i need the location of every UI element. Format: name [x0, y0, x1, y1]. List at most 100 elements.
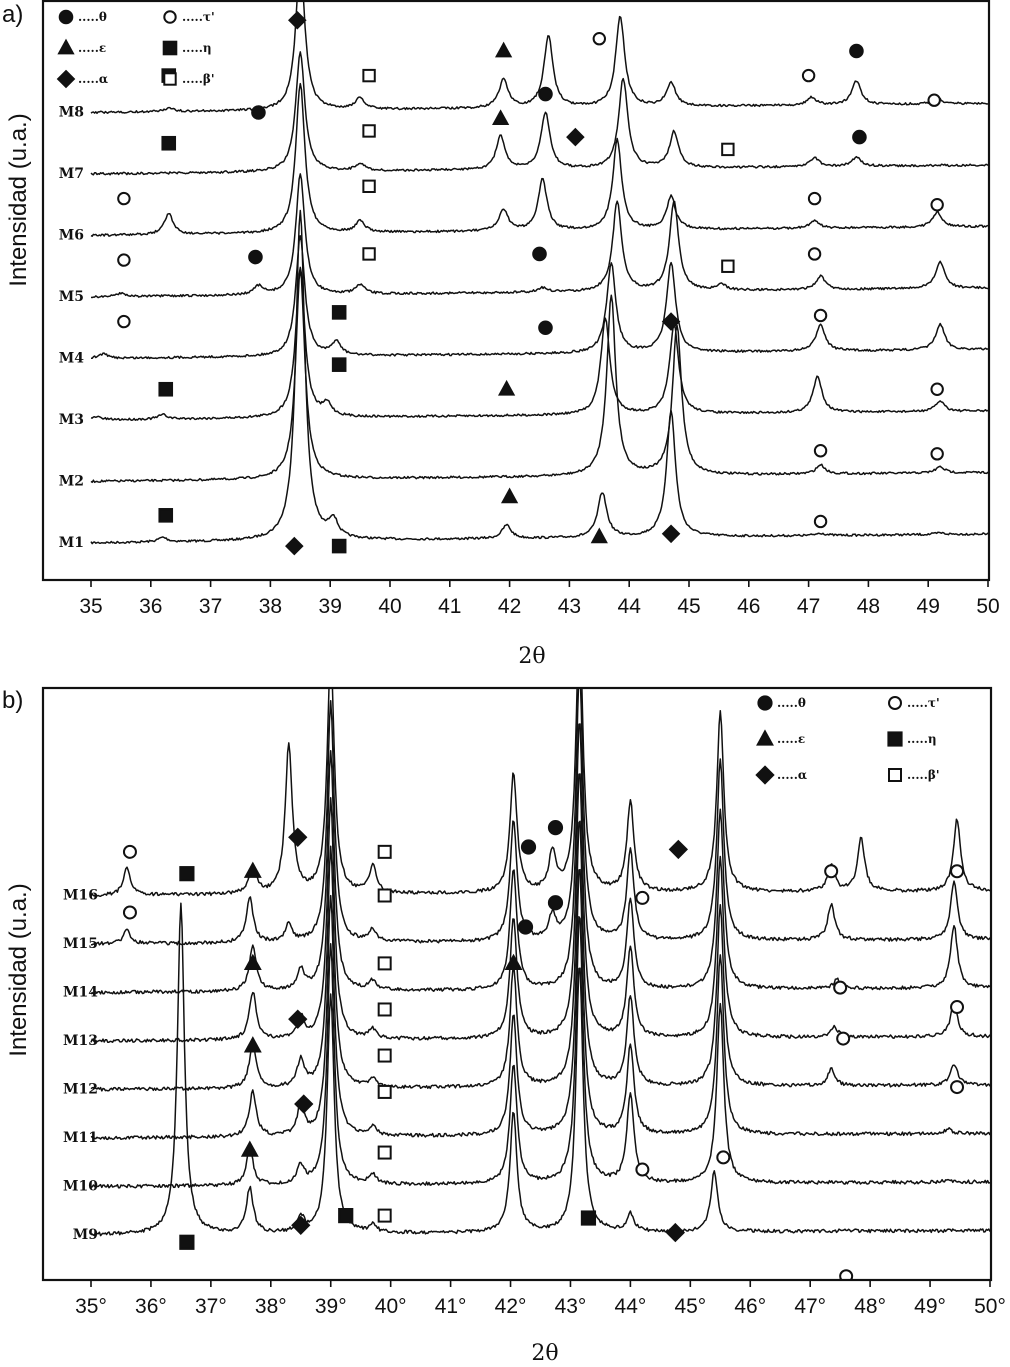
sample-label-m8: M8 [59, 105, 84, 121]
x-tick-label: 45° [674, 1295, 706, 1318]
open-circle-marker [927, 93, 941, 107]
trace-m3 [90, 266, 989, 422]
panel-a-traces [90, 0, 989, 545]
open-square-marker [721, 142, 735, 157]
x-tick-label: 49° [914, 1295, 946, 1318]
x-tick-label: 48° [854, 1295, 886, 1318]
filled-triangle-marker [492, 109, 510, 126]
open-circle-marker [930, 198, 944, 212]
sample-label-m5: M5 [59, 289, 84, 305]
filled-triangle-marker [590, 527, 608, 544]
open-circle-marker [807, 191, 822, 206]
x-tick-label: 36 [139, 595, 162, 618]
x-tick-label: 37° [195, 1295, 227, 1318]
trace-m8 [90, 0, 989, 115]
x-tick-label: 47 [797, 595, 820, 618]
x-tick-label: 41° [435, 1295, 467, 1318]
legend-filled-circle-icon [58, 9, 74, 25]
open-circle-marker [950, 1080, 965, 1095]
legend-filled-triangle-icon [57, 38, 75, 55]
legend-label: .....θ [78, 10, 107, 24]
sample-label-m13: M13 [63, 1033, 98, 1049]
filled-diamond-marker [288, 827, 308, 847]
filled-triangle-marker [240, 1140, 259, 1157]
open-circle-marker [122, 905, 137, 920]
filled-square-marker [161, 135, 177, 151]
open-square-marker [362, 179, 376, 194]
filled-square-marker [331, 305, 347, 320]
filled-diamond-marker [661, 312, 681, 331]
open-circle-marker [635, 890, 650, 905]
filled-square-marker [331, 538, 347, 554]
open-circle-marker [824, 864, 839, 879]
trace-m1 [90, 209, 989, 545]
trace-m9 [90, 902, 991, 1237]
filled-triangle-marker [243, 1036, 262, 1053]
x-tick-label: 38 [259, 595, 282, 618]
x-tick-label: 45 [677, 595, 700, 618]
panel-b-traces [90, 688, 991, 1237]
legend-label: .....β' [182, 72, 215, 86]
trace-m12 [90, 820, 991, 1092]
x-tick-label: 41 [438, 595, 461, 618]
filled-diamond-marker [665, 1222, 686, 1243]
panel-a: a) M1 M2 M3 M4 M5 M6 M7 M8 .....θ .....τ' .....ε.… [2, 0, 1000, 669]
x-tick-label: 50° [974, 1295, 1006, 1318]
open-square-marker [362, 247, 376, 261]
open-circle-marker [813, 514, 828, 529]
x-tick-label: 42° [495, 1295, 527, 1318]
x-tick-label: 42 [498, 595, 521, 618]
legend-label: .....ε [777, 732, 805, 746]
open-circle-marker [592, 32, 606, 46]
x-tick-label: 43° [555, 1295, 587, 1318]
legend-label: .....θ [777, 696, 806, 710]
filled-square-marker [158, 508, 174, 523]
legend-label: .....α [78, 72, 108, 86]
open-circle-marker [813, 444, 828, 458]
open-circle-marker [930, 382, 944, 396]
open-square-marker [721, 259, 735, 273]
sample-label-m7: M7 [59, 166, 84, 182]
filled-diamond-marker [285, 536, 304, 556]
x-tick-label: 50 [976, 595, 999, 618]
filled-circle-marker [251, 105, 266, 120]
sample-label-m4: M4 [59, 351, 84, 367]
open-square-marker [362, 68, 376, 83]
panel-b-letter: b) [2, 687, 23, 714]
legend-label: .....τ' [907, 696, 940, 710]
filled-diamond-marker [288, 10, 307, 30]
trace-m14 [90, 723, 991, 995]
panel-b-sample-labels: M9 M10 M11 M12 M13 M14 M15 M16 [63, 888, 98, 1244]
trace-m6 [90, 82, 989, 237]
sample-label-m12: M12 [63, 1082, 98, 1098]
legend-label: .....α [777, 768, 807, 782]
x-tick-label: 47° [794, 1295, 826, 1318]
panel-b-legend: .....θ .....τ' .....ε .....η .....α .....β' [755, 695, 940, 785]
filled-diamond-marker [668, 839, 689, 860]
open-square-marker [377, 844, 392, 859]
open-square-marker [362, 124, 376, 138]
legend-filled-diamond-icon [56, 69, 76, 89]
filled-circle-marker [849, 43, 864, 59]
legend-filled-diamond-icon [755, 765, 775, 785]
sample-label-m11: M11 [63, 1130, 98, 1146]
x-tick-label: 46 [737, 595, 760, 618]
open-square-marker [377, 1145, 392, 1160]
x-tick-label: 37 [199, 595, 222, 618]
sample-label-m1: M1 [59, 535, 84, 551]
x-tick-label: 44 [618, 595, 642, 618]
panel-b-frame [41, 686, 993, 1282]
sample-label-m9: M9 [73, 1227, 98, 1243]
filled-square-marker [179, 866, 195, 882]
sample-label-m3: M3 [59, 412, 84, 428]
filled-circle-marker [852, 129, 867, 145]
x-tick-label: 40° [375, 1295, 407, 1318]
x-tick-label: 40 [378, 595, 401, 618]
filled-triangle-marker [243, 861, 262, 878]
sample-label-m16: M16 [63, 888, 98, 904]
open-circle-marker [950, 1000, 965, 1015]
filled-circle-marker [538, 86, 553, 102]
panel-a-markers [117, 10, 944, 556]
sample-label-m10: M10 [63, 1179, 98, 1195]
x-tick-label: 35° [75, 1295, 107, 1318]
